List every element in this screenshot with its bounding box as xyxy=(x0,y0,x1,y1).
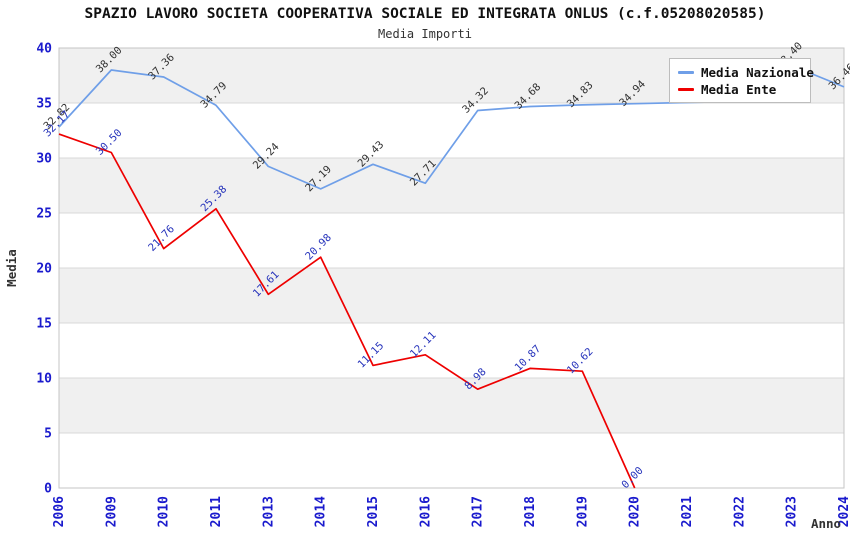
x-tick-label: 2009 xyxy=(104,496,119,527)
y-tick-label: 20 xyxy=(36,262,52,277)
x-tick-label: 2015 xyxy=(366,496,381,527)
x-tick-label: 2006 xyxy=(52,496,67,527)
x-tick-label: 2021 xyxy=(680,496,695,527)
data-label: 30.50 xyxy=(94,127,125,158)
x-axis-title: Anno xyxy=(811,516,841,531)
legend-label: Media Nazionale xyxy=(701,65,814,80)
x-tick-label: 2013 xyxy=(261,496,276,527)
x-tick-label: 2024 xyxy=(837,496,850,527)
x-tick-label: 2014 xyxy=(314,496,329,527)
y-tick-label: 0 xyxy=(44,482,52,497)
legend-label: Media Ente xyxy=(701,82,777,97)
x-tick-label: 2022 xyxy=(732,496,747,527)
x-tick-label: 2019 xyxy=(575,496,590,527)
legend-item-media-nazionale[interactable]: Media Nazionale xyxy=(678,65,814,80)
series-line-media-ente xyxy=(58,133,636,489)
media-ente-line-swatch-icon xyxy=(678,88,694,91)
x-tick-label: 2010 xyxy=(157,496,172,527)
legend-item-media-ente[interactable]: Media Ente xyxy=(678,82,802,97)
x-tick-label: 2018 xyxy=(523,496,538,527)
x-tick-label: 2017 xyxy=(471,496,486,527)
chart-subtitle: Media Importi xyxy=(378,27,472,41)
x-tick-label: 2011 xyxy=(209,496,224,527)
y-tick-label: 30 xyxy=(36,152,52,167)
y-tick-label: 5 xyxy=(44,427,52,442)
y-tick-label: 15 xyxy=(36,317,52,332)
legend: Media Nazionale Media Ente xyxy=(669,58,814,103)
media-nazionale-line-swatch-icon xyxy=(678,71,694,74)
chart-title: SPAZIO LAVORO SOCIETA COOPERATIVA SOCIAL… xyxy=(84,6,766,22)
x-tick-label: 2023 xyxy=(785,496,800,527)
data-label: 11.15 xyxy=(355,340,386,371)
y-tick-label: 40 xyxy=(36,42,52,57)
plot-border xyxy=(58,47,845,489)
plot-band xyxy=(59,268,844,323)
y-tick-label: 10 xyxy=(36,372,52,387)
x-tick-label: 2016 xyxy=(418,496,433,527)
x-tick-label: 2020 xyxy=(628,496,643,527)
y-tick-label: 25 xyxy=(36,207,52,222)
data-label: 0.00 xyxy=(619,465,645,491)
plot-band xyxy=(59,158,844,213)
plot-band xyxy=(59,378,844,433)
data-label: 21.76 xyxy=(146,223,177,254)
y-tick-label: 35 xyxy=(36,97,52,112)
y-axis-title: Media xyxy=(4,249,19,287)
